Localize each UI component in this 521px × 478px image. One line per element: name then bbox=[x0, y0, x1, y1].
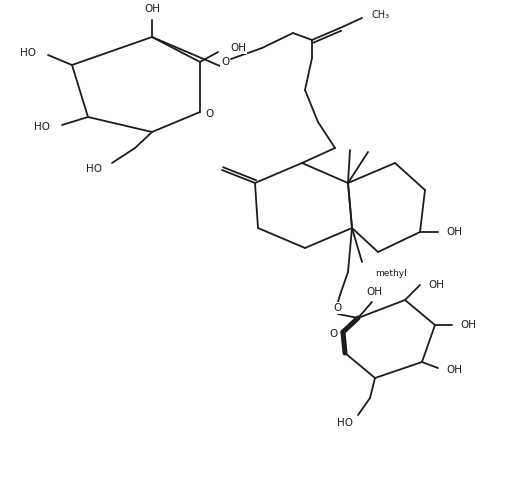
Text: OH: OH bbox=[230, 43, 246, 53]
Text: OH: OH bbox=[446, 227, 462, 237]
Text: OH: OH bbox=[428, 280, 444, 290]
Text: HO: HO bbox=[34, 122, 50, 132]
Text: OH: OH bbox=[460, 320, 476, 330]
Text: O: O bbox=[329, 329, 337, 339]
Text: OH: OH bbox=[144, 4, 160, 14]
Text: O: O bbox=[334, 303, 342, 313]
Text: OH: OH bbox=[446, 365, 462, 375]
Text: O: O bbox=[221, 57, 229, 67]
Text: O: O bbox=[206, 109, 214, 119]
Text: HO: HO bbox=[86, 164, 102, 174]
Text: CH₃: CH₃ bbox=[372, 10, 390, 20]
Text: methyl: methyl bbox=[375, 270, 407, 279]
Text: OH: OH bbox=[366, 287, 382, 297]
Text: HO: HO bbox=[20, 48, 36, 58]
Text: HO: HO bbox=[337, 418, 353, 428]
